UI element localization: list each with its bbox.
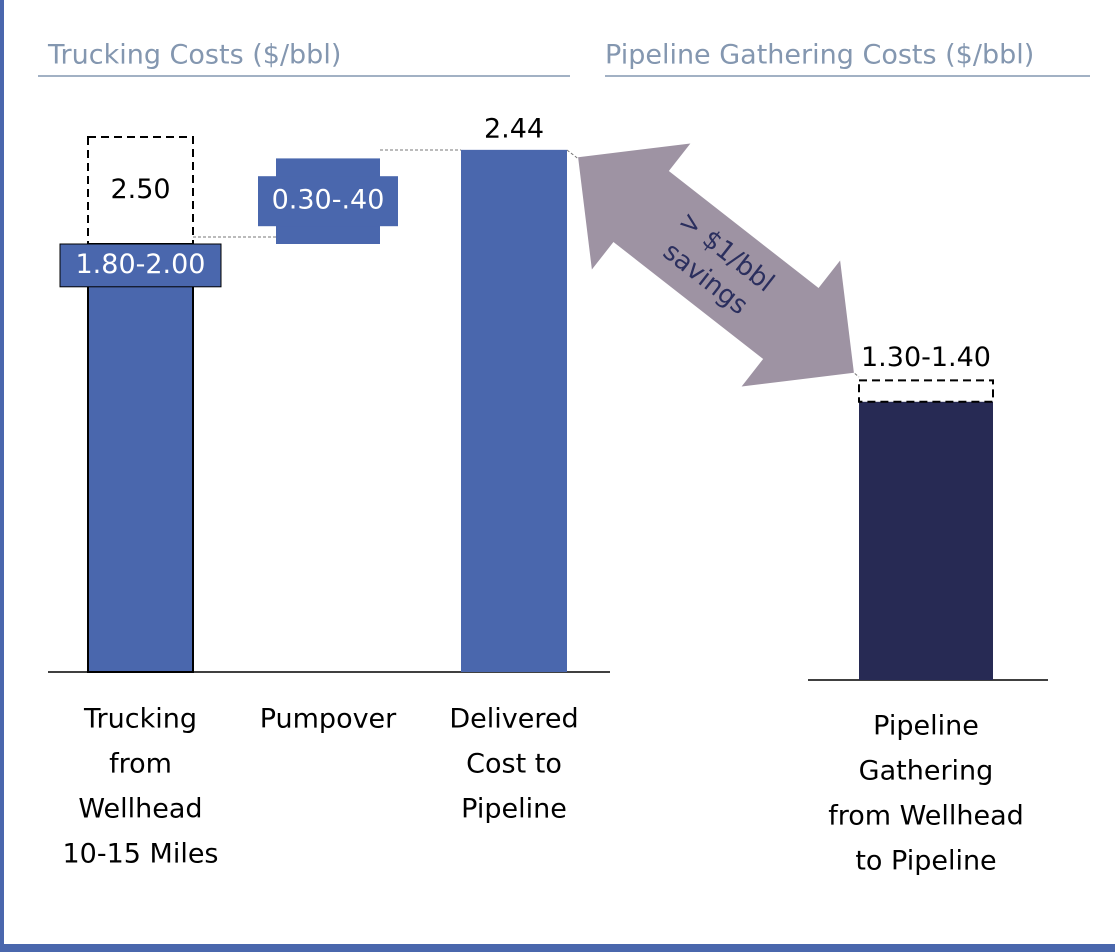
max-label: 2.50 [110, 174, 170, 205]
x-tick-label: Pipeline [461, 794, 567, 825]
x-tick-label: from [109, 749, 172, 780]
x-tick-label: Pumpover [260, 704, 397, 735]
range-max [858, 379, 994, 403]
x-tick-label: Delivered [449, 704, 578, 735]
x-tick-label: to Pipeline [855, 846, 996, 877]
x-tick-label: 10-15 Miles [62, 839, 218, 870]
x-tick-label: Trucking [83, 704, 197, 735]
border-left [0, 0, 4, 952]
bar [859, 401, 993, 680]
value-label: 2.44 [484, 113, 544, 144]
x-tick-label: Wellhead [78, 794, 202, 825]
value-label: 0.30-.40 [272, 185, 385, 216]
range-band [258, 176, 398, 227]
chart-title: Trucking Costs ($/bbl) [47, 40, 341, 71]
savings-arrow: > $1/bbl savings [578, 143, 854, 387]
bar [461, 149, 567, 673]
x-tick-label: Pipeline [873, 711, 979, 742]
border-bottom [0, 944, 1115, 952]
chart-title: Pipeline Gathering Costs ($/bbl) [605, 40, 1034, 71]
x-tick-label: Gathering [859, 756, 994, 787]
range-band [59, 243, 222, 288]
bar [87, 243, 194, 673]
x-tick-label: Cost to [466, 749, 562, 780]
value-label: 1.30-1.40 [861, 342, 991, 373]
x-tick-label: from Wellhead [828, 801, 1024, 832]
value-label: 1.80-2.00 [76, 249, 206, 280]
